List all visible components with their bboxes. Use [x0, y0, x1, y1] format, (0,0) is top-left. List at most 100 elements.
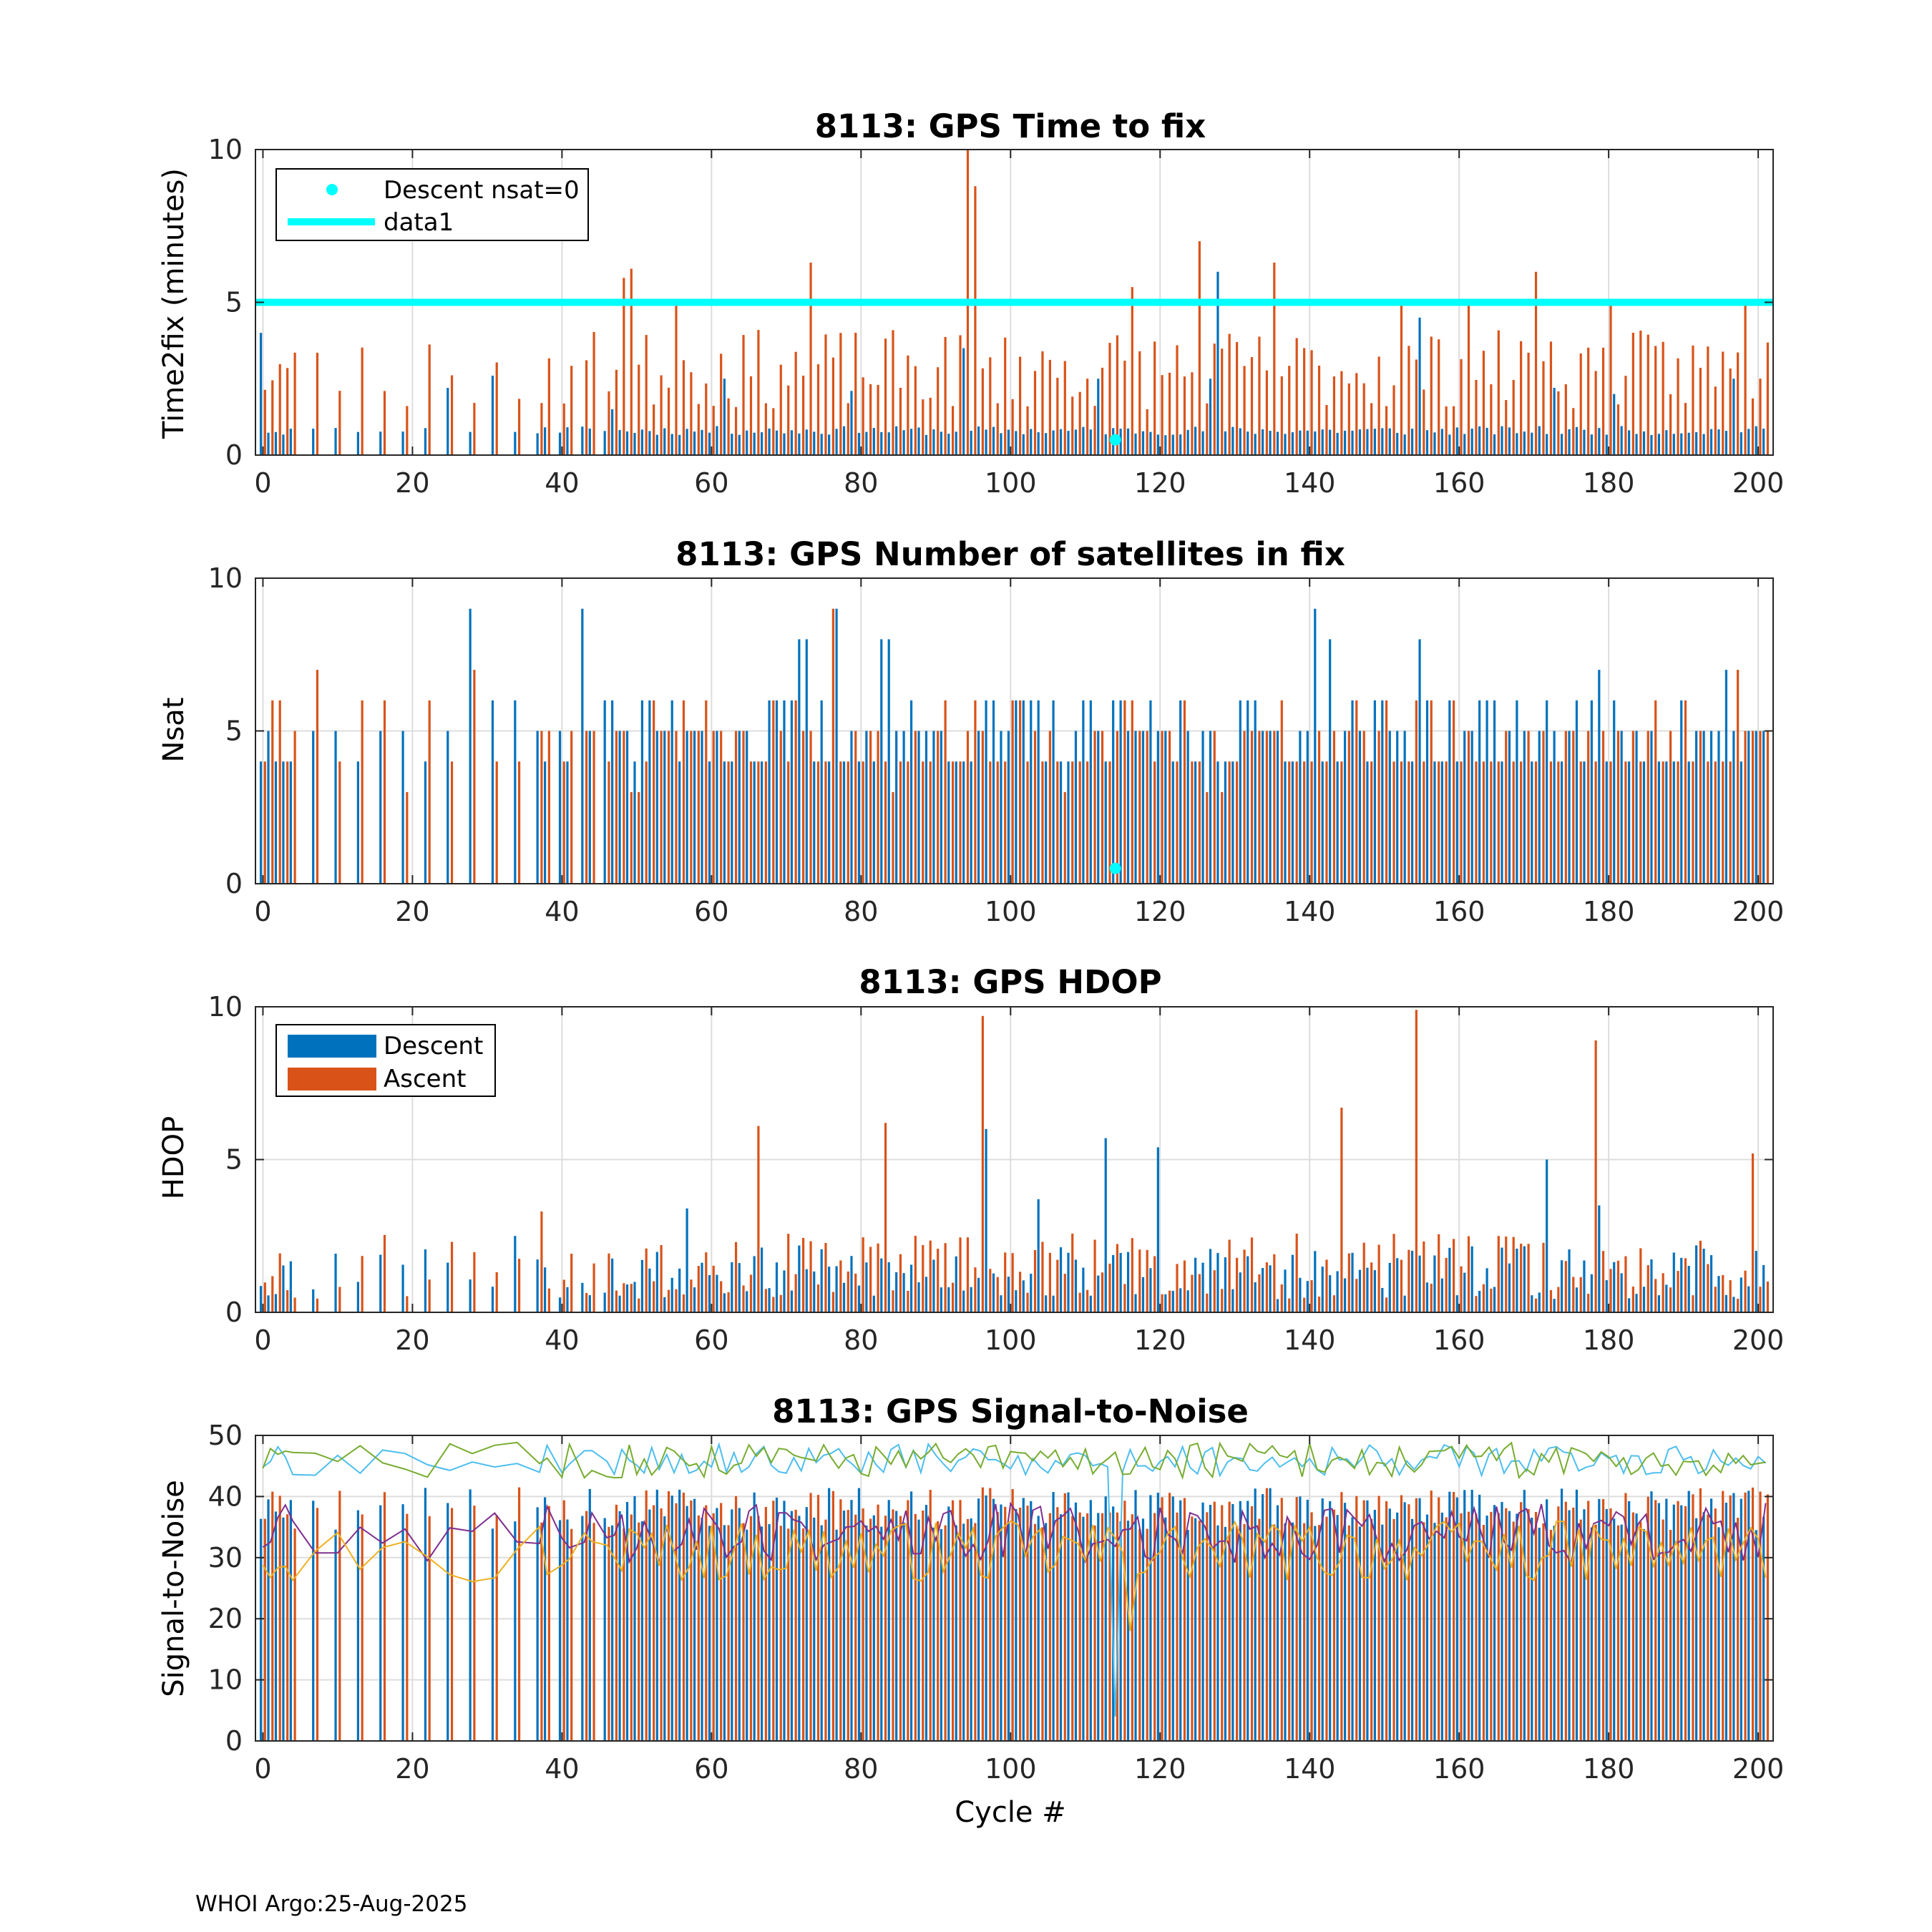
bar-descent	[887, 639, 890, 884]
bar-descent	[1531, 432, 1533, 455]
bar-descent	[1291, 1522, 1294, 1741]
bar-ascent	[1669, 1287, 1672, 1312]
bar-ascent	[562, 1500, 565, 1741]
bar-ascent	[1505, 1236, 1508, 1312]
bar-descent	[1126, 731, 1130, 884]
bar-ascent	[406, 791, 409, 884]
bar-ascent	[570, 731, 573, 884]
bar-ascent	[1744, 731, 1747, 884]
bar-descent	[1216, 1525, 1219, 1741]
bar-ascent	[1587, 347, 1590, 455]
bar-ascent	[802, 1237, 805, 1312]
bar-descent	[282, 1265, 285, 1312]
bar-descent	[1246, 1256, 1249, 1312]
bar-descent	[625, 431, 629, 455]
bar-descent	[917, 1519, 920, 1741]
bar-descent	[1546, 1499, 1548, 1741]
bar-descent	[872, 1515, 875, 1741]
bar-descent	[1097, 379, 1100, 455]
bar-descent	[618, 1511, 621, 1741]
bar-descent	[678, 1268, 681, 1312]
bar-descent	[1516, 1248, 1518, 1312]
bar-ascent	[1168, 372, 1171, 455]
bar-descent	[1455, 427, 1458, 455]
bar-descent	[1082, 426, 1085, 455]
bar-ascent	[1355, 1496, 1358, 1741]
bar-ascent	[428, 344, 431, 455]
bar-descent	[857, 432, 861, 455]
bar-descent	[798, 639, 801, 884]
bar-descent	[1411, 1518, 1414, 1741]
bar-ascent	[1347, 383, 1350, 455]
bar-ascent	[1236, 1526, 1239, 1741]
bar-ascent	[720, 353, 723, 455]
bar-descent	[1575, 1287, 1579, 1312]
bar-descent	[1448, 700, 1451, 884]
bar-ascent	[1273, 262, 1276, 455]
bar-descent	[491, 1528, 494, 1741]
bar-descent	[1418, 1255, 1421, 1312]
bar-descent	[1194, 1518, 1197, 1741]
bar-descent	[887, 1500, 890, 1741]
bar-ascent	[929, 761, 932, 884]
bar-descent	[379, 731, 382, 884]
bar-descent	[1381, 700, 1384, 884]
bar-descent	[1650, 434, 1653, 455]
bar-descent	[1000, 731, 1002, 884]
bar-ascent	[1213, 731, 1216, 884]
bar-descent	[1732, 1493, 1735, 1741]
bar-ascent	[675, 1503, 678, 1741]
bar-descent	[805, 1269, 808, 1312]
bar-ascent	[1415, 1498, 1418, 1741]
bar-descent	[1470, 1246, 1473, 1312]
bar-ascent	[974, 1523, 977, 1741]
bar-descent	[1455, 761, 1458, 884]
bar-ascent	[922, 399, 924, 455]
bar-descent	[1149, 700, 1152, 884]
bar-descent	[259, 1286, 263, 1312]
bar-ascent	[862, 1237, 864, 1312]
bar-ascent	[705, 700, 708, 884]
bar-descent	[1104, 434, 1107, 455]
bar-ascent	[981, 368, 984, 455]
bar-descent	[611, 1525, 614, 1741]
bar-descent	[895, 1511, 898, 1741]
bar-descent	[1291, 432, 1294, 455]
bar-descent	[274, 761, 278, 884]
bar-ascent	[570, 1254, 573, 1312]
bar-descent	[603, 1518, 606, 1741]
bar-ascent	[1273, 731, 1276, 884]
bar-descent	[1343, 731, 1347, 884]
bar-ascent	[1475, 1513, 1478, 1741]
bar-ascent	[944, 1525, 947, 1741]
bar-descent	[1411, 1250, 1414, 1312]
bar-ascent	[1071, 396, 1074, 455]
bar-ascent	[937, 367, 940, 455]
bar-ascent	[1445, 761, 1448, 884]
bar-ascent	[1011, 700, 1014, 884]
bar-ascent	[727, 1292, 730, 1312]
bar-ascent	[907, 1500, 909, 1741]
bar-ascent	[959, 1237, 962, 1312]
bar-ascent	[937, 731, 940, 884]
bar-ascent	[1280, 376, 1283, 455]
bar-ascent	[847, 1510, 849, 1741]
bar-ascent	[1490, 1512, 1493, 1741]
bar-descent	[1403, 731, 1406, 884]
x-tick-label: 40	[545, 1324, 579, 1356]
bar-ascent	[1355, 373, 1358, 455]
bar-ascent	[1759, 731, 1762, 884]
bar-descent	[1000, 433, 1002, 455]
bar-descent	[790, 430, 793, 455]
bar-descent	[1485, 700, 1488, 884]
panel-title: 8113: GPS Time to fix	[815, 107, 1206, 145]
bar-ascent	[802, 375, 805, 455]
bar-ascent	[1714, 1508, 1717, 1741]
bar-ascent	[1063, 361, 1066, 455]
bar-ascent	[712, 1513, 715, 1741]
bar-ascent	[1288, 366, 1291, 455]
bar-descent	[1373, 429, 1376, 455]
bar-ascent	[974, 1267, 977, 1312]
y-axis-label: Signal-to-Noise	[157, 1480, 190, 1697]
bar-descent	[1030, 429, 1033, 455]
